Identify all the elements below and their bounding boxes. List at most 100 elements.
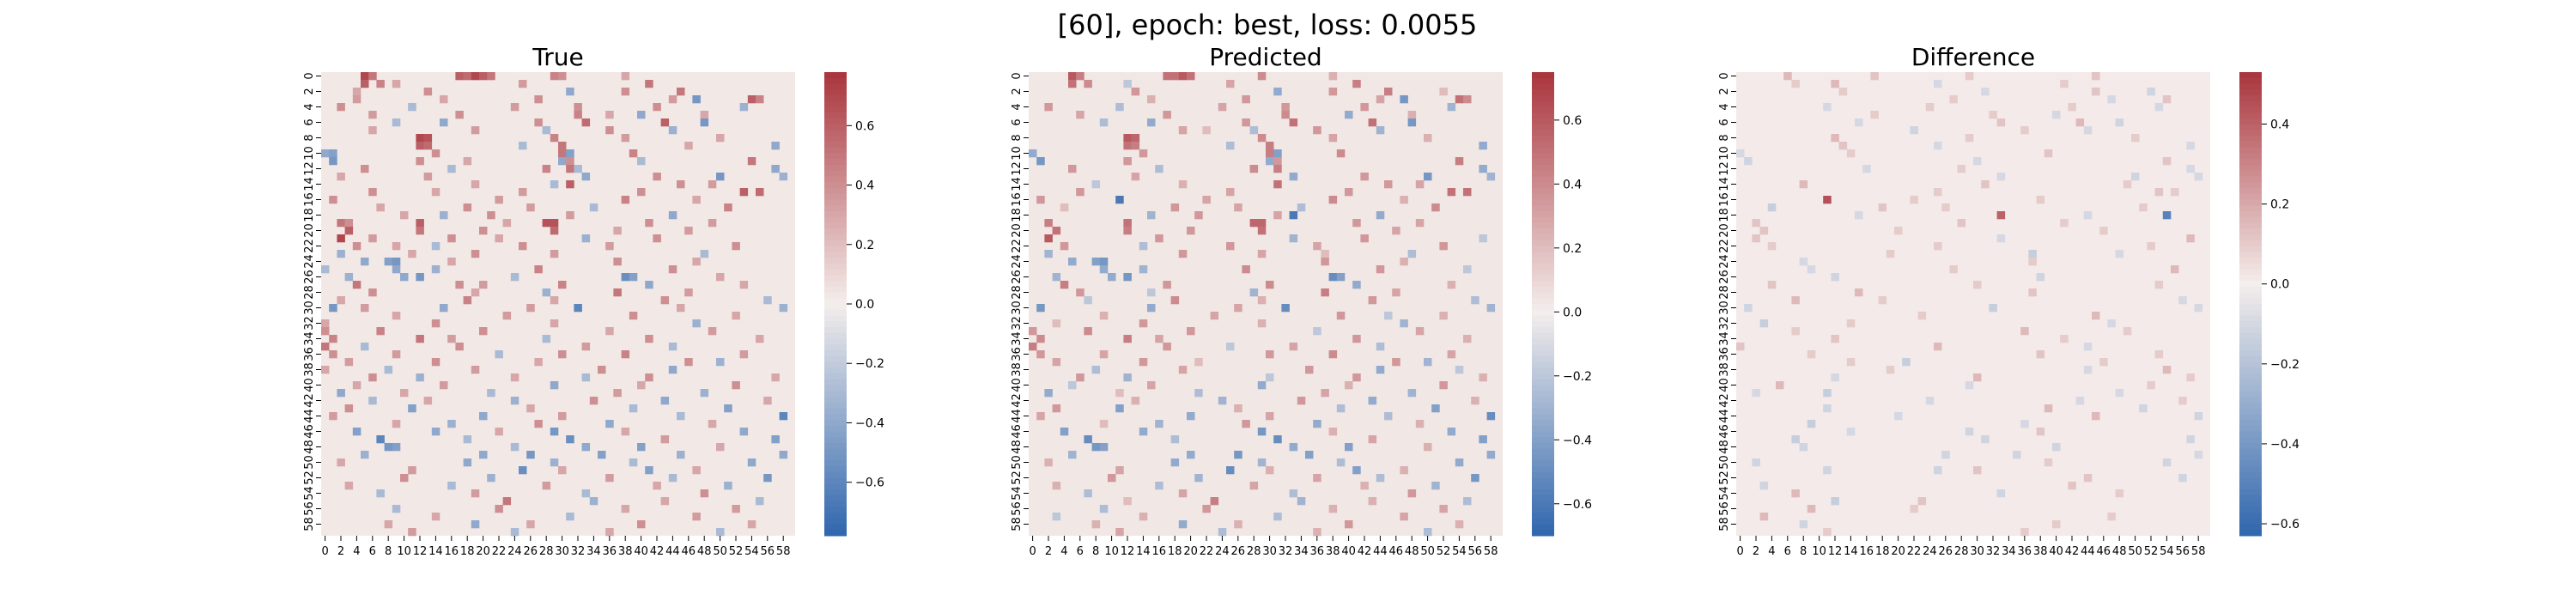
heatmap-cell <box>487 211 495 220</box>
x-tick-label: 10 <box>1812 545 1826 558</box>
colorbar-band <box>1532 176 1554 183</box>
heatmap-cell <box>660 118 670 127</box>
y-tick-label: 24 <box>1011 254 1024 269</box>
heatmap-cell <box>716 273 725 282</box>
heatmap-cell <box>2194 173 2203 181</box>
colorbar-band <box>2239 281 2262 288</box>
colorbar-tick-label: −0.6 <box>855 477 884 490</box>
heatmap-cell <box>1831 80 1839 88</box>
heatmap-cell <box>1115 196 1124 204</box>
heatmap-cell <box>337 296 345 305</box>
heatmap-cell <box>337 234 345 243</box>
heatmap-cell <box>1123 227 1132 235</box>
heatmap-cell <box>1321 288 1329 297</box>
heatmap-cell <box>423 88 433 96</box>
heatmap-cell <box>2075 118 2085 127</box>
heatmap-cell <box>361 165 369 173</box>
y-tick-label: 26 <box>1718 270 1731 284</box>
heatmap-cell <box>1973 157 1982 166</box>
colorbar-band <box>1532 165 1554 172</box>
heatmap-cell <box>1123 273 1132 282</box>
heatmap-cell <box>384 366 393 374</box>
heatmap-cell <box>1424 528 1432 537</box>
heatmap-cell <box>1376 95 1385 104</box>
y-tick-label: 38 <box>1011 362 1024 377</box>
heatmap-cell <box>1870 111 1879 119</box>
heatmap-cell <box>653 234 661 243</box>
x-tick-label: 36 <box>1310 545 1325 558</box>
x-tick-label: 34 <box>2002 545 2016 558</box>
heatmap-cell <box>1060 203 1069 212</box>
heatmap-cell <box>1328 273 1338 282</box>
colorbar-band <box>824 83 847 90</box>
x-tick-label: 32 <box>1986 545 2001 558</box>
colorbar-band <box>824 281 847 288</box>
heatmap-cell <box>1973 281 1982 289</box>
heatmap-cell <box>732 242 740 251</box>
heatmap-cell <box>2028 288 2037 297</box>
heatmap-cell <box>1376 211 1385 220</box>
colorbar-tick-label: −0.6 <box>2270 518 2300 531</box>
heatmap-title: Predicted <box>1209 43 1321 71</box>
heatmap-cell <box>1044 250 1053 258</box>
heatmap-cell <box>581 173 591 181</box>
colorbar-band <box>2239 437 2262 444</box>
heatmap-cell <box>344 358 354 367</box>
heatmap-cell <box>1759 513 1769 521</box>
heatmap-panel-predicted: Predicted 0 2 4 6 8 10 12 14 16 18 20 22 24 26 28 30 32 3… <box>1011 43 1592 558</box>
heatmap-cell <box>660 435 670 444</box>
heatmap-cell <box>1289 489 1298 498</box>
heatmap-cell <box>2107 319 2116 328</box>
heatmap-cell <box>1455 157 1464 166</box>
heatmap-cell <box>368 397 377 405</box>
colorbar-band <box>2239 216 2262 223</box>
heatmap-cell <box>2123 327 2132 336</box>
heatmap-cell <box>1218 397 1227 405</box>
heatmap-cell <box>621 134 630 143</box>
colorbar-band <box>1532 188 1554 195</box>
heatmap-cell <box>747 95 756 104</box>
colorbar-band <box>2239 252 2262 258</box>
heatmap-cell <box>1084 489 1092 498</box>
y-tick-label: 52 <box>303 470 316 485</box>
heatmap-cell <box>1846 149 1856 158</box>
x-tick-label: 2 <box>1753 545 1759 558</box>
heatmap-cell <box>1736 149 1745 158</box>
heatmap-cell <box>692 196 701 204</box>
heatmap-cell <box>1415 219 1425 228</box>
colorbar-band <box>824 338 847 345</box>
heatmap-cell <box>1313 327 1321 336</box>
heatmap-cell <box>2060 219 2069 228</box>
colorbar-band <box>1532 246 1554 252</box>
heatmap-cell <box>1305 366 1314 374</box>
colorbar-band <box>2239 454 2262 461</box>
heatmap-cell <box>416 142 424 150</box>
heatmap-cell <box>732 505 740 513</box>
colorbar-band <box>1532 425 1554 432</box>
heatmap-cell <box>1855 288 1863 297</box>
colorbar-band <box>1532 385 1554 392</box>
heatmap-cell <box>566 513 574 521</box>
heatmap-cell <box>1052 513 1061 521</box>
heatmap-cell <box>629 458 638 467</box>
heatmap-cell <box>1194 474 1203 483</box>
heatmap-cell <box>510 373 519 382</box>
heatmap-cell <box>605 420 614 428</box>
heatmap-cell <box>1752 389 1760 398</box>
heatmap-cell <box>1076 111 1084 119</box>
heatmap-cell <box>1846 428 1856 436</box>
x-tick-label: 48 <box>1405 545 1419 558</box>
heatmap-cell <box>692 466 701 475</box>
y-tick-label: 36 <box>1011 347 1024 361</box>
heatmap-cell <box>1376 126 1385 135</box>
heatmap-cell <box>629 404 638 413</box>
y-tick-label: 16 <box>1718 192 1731 207</box>
y-tick-label: 36 <box>1718 347 1731 361</box>
x-tick-label: 46 <box>1389 545 1404 558</box>
heatmap-cell <box>2044 458 2053 467</box>
y-tick-label: 18 <box>1718 208 1731 222</box>
heatmap-cell <box>534 358 543 367</box>
colorbar-band <box>2239 124 2262 131</box>
heatmap-cell <box>692 258 701 266</box>
colorbar-band <box>2239 309 2262 316</box>
